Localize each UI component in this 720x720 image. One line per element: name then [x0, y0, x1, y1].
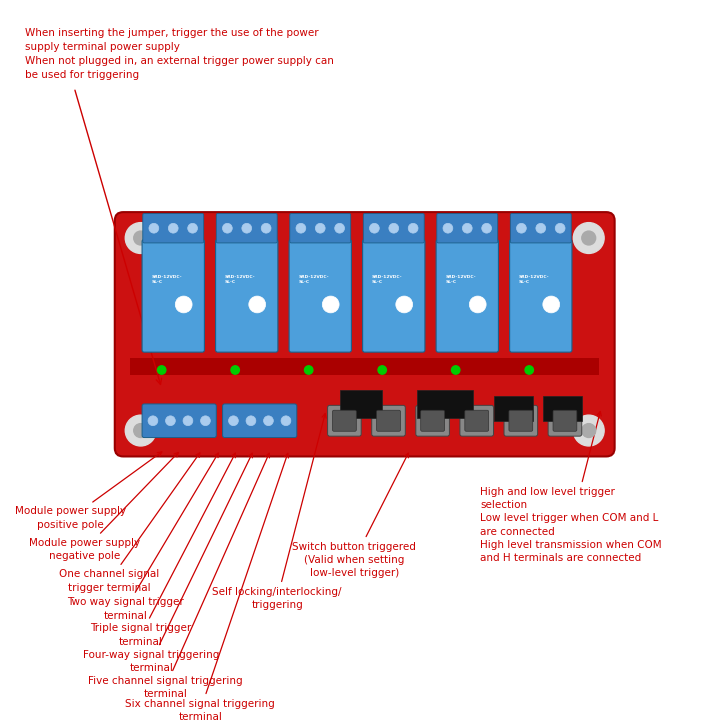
Circle shape — [305, 366, 313, 374]
FancyBboxPatch shape — [510, 214, 571, 243]
FancyBboxPatch shape — [215, 240, 278, 352]
Text: SRD-12VDC-
SL-C: SRD-12VDC- SL-C — [372, 275, 402, 284]
Text: Self locking/interlocking/
triggering: Self locking/interlocking/ triggering — [212, 413, 342, 610]
Circle shape — [158, 366, 166, 374]
Circle shape — [231, 366, 239, 374]
Circle shape — [264, 416, 274, 426]
Circle shape — [536, 223, 546, 233]
Circle shape — [125, 415, 156, 446]
FancyBboxPatch shape — [465, 410, 489, 431]
FancyBboxPatch shape — [364, 214, 424, 243]
Circle shape — [281, 416, 291, 426]
FancyBboxPatch shape — [363, 240, 425, 352]
FancyBboxPatch shape — [216, 214, 277, 243]
FancyBboxPatch shape — [289, 214, 351, 243]
Circle shape — [451, 366, 460, 374]
Circle shape — [555, 223, 565, 233]
Text: One channel signal
trigger terminal: One channel signal trigger terminal — [59, 453, 200, 593]
Circle shape — [228, 416, 238, 426]
Circle shape — [222, 223, 233, 233]
Text: When inserting the jumper, trigger the use of the power
supply terminal power su: When inserting the jumper, trigger the u… — [25, 28, 334, 80]
Circle shape — [573, 222, 604, 253]
Circle shape — [246, 416, 256, 426]
Circle shape — [175, 296, 192, 313]
FancyBboxPatch shape — [114, 212, 615, 456]
Text: SRD-12VDC-
SL-C: SRD-12VDC- SL-C — [298, 275, 329, 284]
Circle shape — [443, 223, 453, 233]
Text: Triple signal trigger
terminal: Triple signal trigger terminal — [90, 453, 235, 647]
Text: SRD-12VDC-
SL-C: SRD-12VDC- SL-C — [151, 275, 181, 284]
Circle shape — [525, 366, 534, 374]
Circle shape — [148, 416, 158, 426]
FancyBboxPatch shape — [460, 405, 493, 436]
Bar — [341, 390, 382, 418]
FancyBboxPatch shape — [142, 240, 204, 352]
Circle shape — [482, 223, 492, 233]
Text: SRD-12VDC-
SL-C: SRD-12VDC- SL-C — [225, 275, 256, 284]
FancyBboxPatch shape — [510, 240, 572, 352]
FancyBboxPatch shape — [504, 405, 538, 436]
Circle shape — [149, 223, 159, 233]
Circle shape — [168, 223, 178, 233]
FancyBboxPatch shape — [377, 410, 400, 431]
Circle shape — [396, 296, 413, 313]
Text: SRD-12VDC-
SL-C: SRD-12VDC- SL-C — [518, 275, 549, 284]
FancyBboxPatch shape — [509, 410, 533, 431]
FancyBboxPatch shape — [553, 410, 577, 431]
Circle shape — [166, 416, 176, 426]
Circle shape — [573, 415, 604, 446]
FancyBboxPatch shape — [222, 404, 297, 438]
FancyBboxPatch shape — [416, 405, 449, 436]
Circle shape — [315, 223, 325, 233]
Circle shape — [516, 223, 526, 233]
FancyBboxPatch shape — [289, 240, 351, 352]
Circle shape — [261, 223, 271, 233]
Circle shape — [296, 223, 306, 233]
Circle shape — [249, 296, 266, 313]
Circle shape — [134, 423, 148, 438]
Text: Five channel signal triggering
terminal: Five channel signal triggering terminal — [88, 454, 269, 699]
Circle shape — [201, 416, 210, 426]
Circle shape — [369, 223, 379, 233]
Circle shape — [125, 222, 156, 253]
Circle shape — [183, 416, 193, 426]
Circle shape — [134, 231, 148, 245]
FancyBboxPatch shape — [372, 405, 405, 436]
Text: Six channel signal triggering
terminal: Six channel signal triggering terminal — [125, 454, 289, 720]
Text: Switch button triggered
(Valid when setting
low-level trigger): Switch button triggered (Valid when sett… — [292, 453, 416, 578]
FancyBboxPatch shape — [333, 410, 356, 431]
FancyBboxPatch shape — [437, 214, 498, 243]
Bar — [543, 396, 582, 420]
Bar — [494, 396, 533, 420]
Circle shape — [389, 223, 399, 233]
FancyBboxPatch shape — [420, 410, 444, 431]
Text: Module power supply
positive pole: Module power supply positive pole — [15, 452, 162, 530]
Circle shape — [582, 423, 595, 438]
Text: Two way signal trigger
terminal: Two way signal trigger terminal — [67, 453, 218, 621]
FancyBboxPatch shape — [142, 404, 216, 438]
Circle shape — [582, 231, 595, 245]
Circle shape — [335, 223, 344, 233]
Bar — [417, 390, 473, 418]
FancyBboxPatch shape — [328, 405, 361, 436]
FancyBboxPatch shape — [143, 214, 204, 243]
Text: Four-way signal triggering
terminal: Four-way signal triggering terminal — [83, 453, 252, 673]
Circle shape — [188, 223, 197, 233]
Circle shape — [462, 223, 472, 233]
Circle shape — [323, 296, 339, 313]
Circle shape — [408, 223, 418, 233]
FancyBboxPatch shape — [548, 405, 582, 436]
Circle shape — [242, 223, 252, 233]
Text: Module power supply
negative pole: Module power supply negative pole — [29, 452, 179, 561]
Circle shape — [378, 366, 387, 374]
Bar — [130, 358, 599, 375]
Text: High and low level trigger
selection
Low level trigger when COM and L
are connec: High and low level trigger selection Low… — [480, 412, 662, 563]
Circle shape — [469, 296, 486, 313]
Circle shape — [543, 296, 559, 313]
FancyBboxPatch shape — [436, 240, 498, 352]
Text: SRD-12VDC-
SL-C: SRD-12VDC- SL-C — [445, 275, 476, 284]
